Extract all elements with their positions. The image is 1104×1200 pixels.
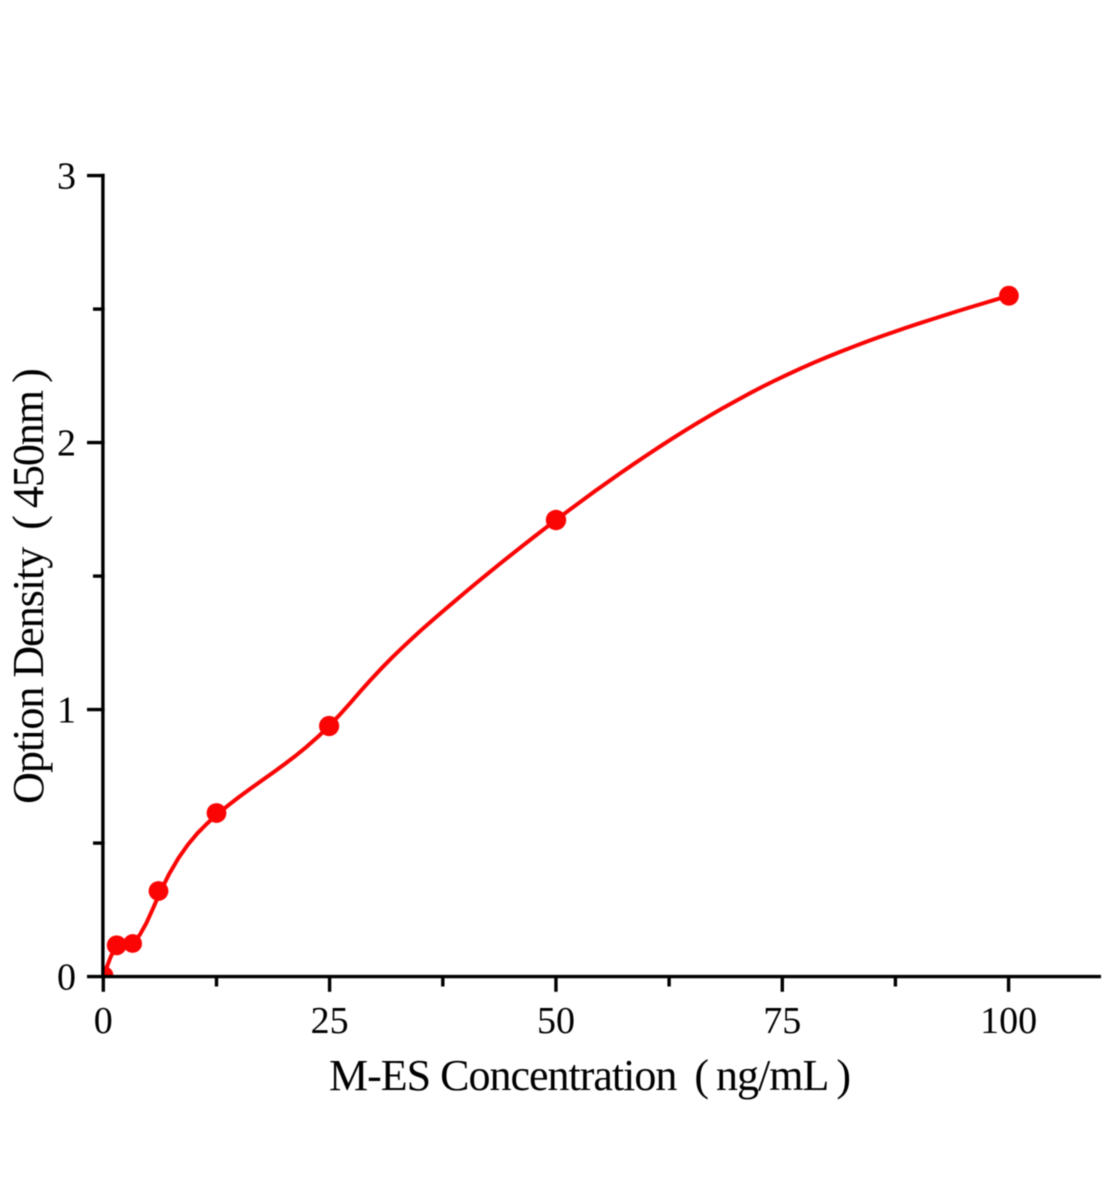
svg-text:Option Density (450nm): Option Density (450nm) (4, 369, 53, 804)
svg-text:2: 2 (57, 423, 76, 465)
svg-text:25: 25 (311, 1000, 349, 1042)
svg-text:0: 0 (94, 1000, 113, 1042)
svg-text:1: 1 (57, 690, 76, 732)
svg-text:100: 100 (980, 1000, 1037, 1042)
svg-text:75: 75 (763, 1000, 801, 1042)
svg-text:3: 3 (57, 156, 76, 198)
svg-text:M-ES Concentration (ng/mL): M-ES Concentration (ng/mL) (329, 1051, 850, 1100)
svg-text:0: 0 (57, 957, 76, 999)
svg-text:50: 50 (537, 1000, 575, 1042)
